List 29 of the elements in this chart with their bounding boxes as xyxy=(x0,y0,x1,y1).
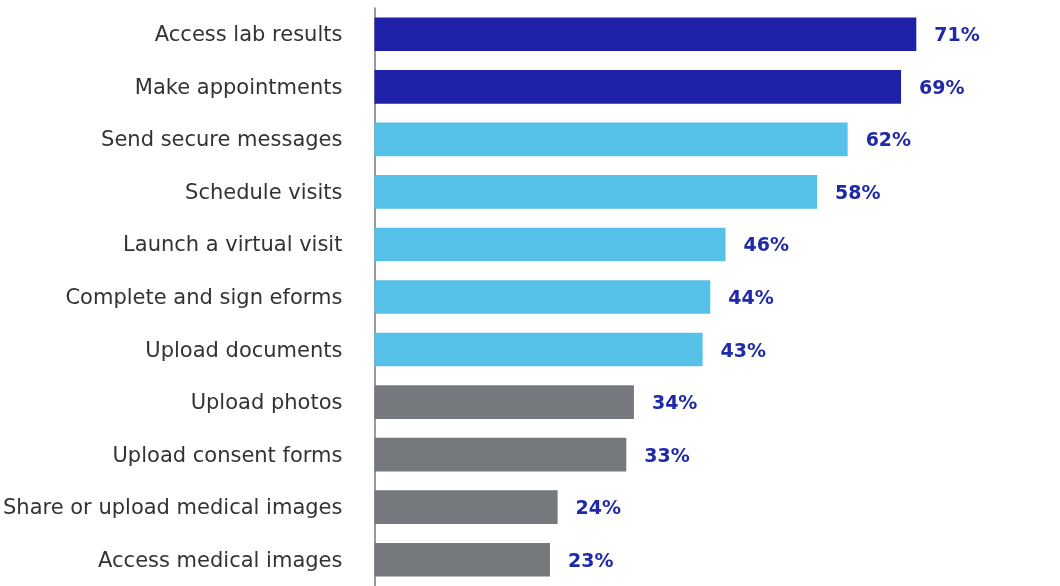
bar xyxy=(374,332,703,367)
y-tick-label: Upload documents xyxy=(145,337,343,362)
y-tick-label: Access medical images xyxy=(98,547,343,572)
data-label: 58% xyxy=(835,180,881,203)
y-tick-label: Share or upload medical images xyxy=(2,495,343,520)
data-label: 62% xyxy=(865,128,912,151)
y-tick-label: Launch a virtual visit xyxy=(123,232,343,257)
data-label: 44% xyxy=(728,286,774,308)
bar xyxy=(374,280,711,314)
y-tick-label: Access lab results xyxy=(154,22,343,47)
data-label: 34% xyxy=(651,391,698,414)
bar xyxy=(374,227,726,262)
y-tick-label: Send secure messages xyxy=(101,127,343,152)
y-tick-label: Upload photos xyxy=(190,390,343,415)
bar xyxy=(374,17,917,52)
data-label: 46% xyxy=(743,233,789,256)
data-label: 23% xyxy=(567,548,614,571)
data-label: 43% xyxy=(720,338,767,361)
bar xyxy=(374,122,848,157)
y-tick-label: Complete and sign eforms xyxy=(65,285,343,309)
y-tick-label: Schedule visits xyxy=(185,179,343,204)
data-label: 24% xyxy=(575,496,622,519)
data-label: 71% xyxy=(934,23,980,46)
data-label: 69% xyxy=(919,75,965,98)
bar xyxy=(374,70,902,104)
data-label: 33% xyxy=(644,443,690,466)
bar xyxy=(374,175,818,209)
y-tick-label: Make appointments xyxy=(134,74,343,99)
y-tick-label: Upload consent forms xyxy=(112,442,343,467)
